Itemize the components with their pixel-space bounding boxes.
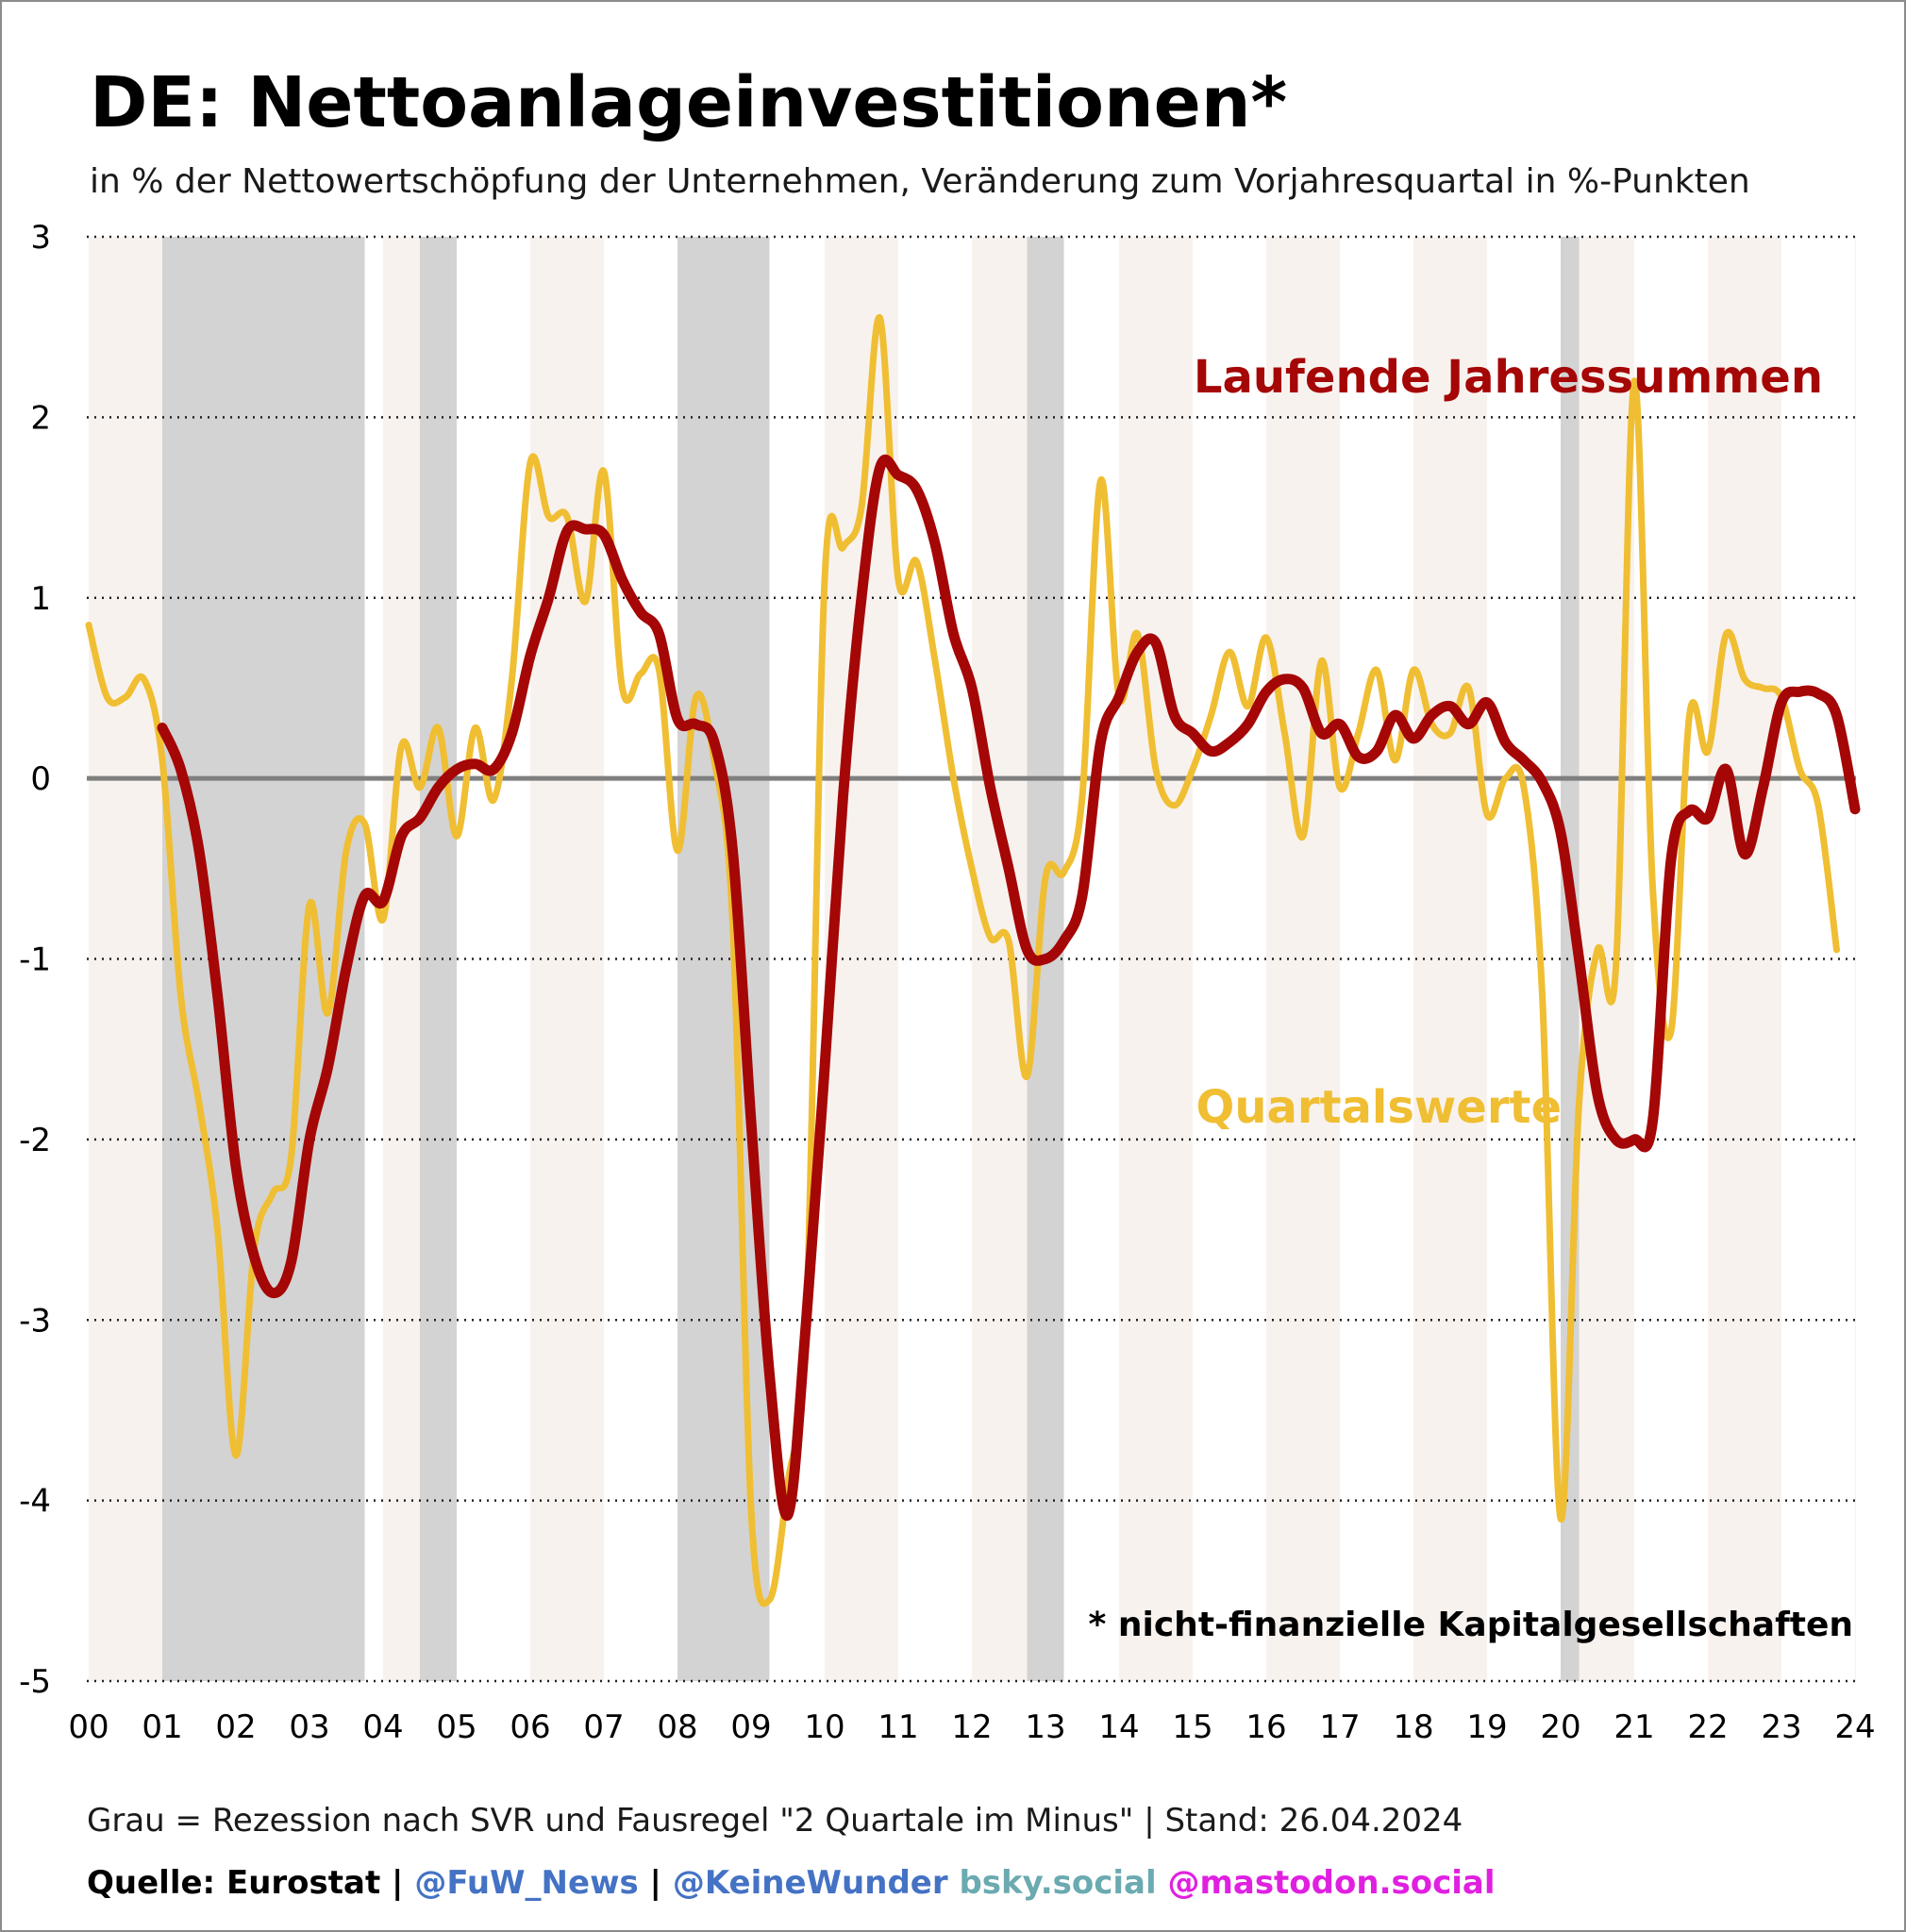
handle-keinewunder[interactable]: @KeineWunder xyxy=(672,1864,948,1902)
x-tick-label: 19 xyxy=(1466,1708,1507,1746)
source-prefix: Quelle: Eurostat | xyxy=(87,1864,415,1902)
y-tick-label: -2 xyxy=(19,1122,51,1159)
mastodon-social-link[interactable]: @mastodon.social xyxy=(1156,1864,1496,1902)
x-tick-label: 02 xyxy=(215,1708,256,1746)
x-tick-label: 06 xyxy=(510,1708,550,1746)
x-tick-label: 17 xyxy=(1319,1708,1360,1746)
series-lines xyxy=(85,314,1861,1607)
y-tick-label: 3 xyxy=(30,219,51,257)
x-tick-label: 22 xyxy=(1687,1708,1728,1746)
grid-lines xyxy=(87,235,1856,1683)
year-band xyxy=(1855,237,1856,1681)
x-tick-label: 15 xyxy=(1172,1708,1212,1746)
year-band xyxy=(1413,237,1487,1681)
x-tick-label: 18 xyxy=(1393,1708,1433,1746)
y-tick-label: 2 xyxy=(30,399,51,437)
y-tick-label: -4 xyxy=(19,1483,51,1521)
y-tick-label: 0 xyxy=(30,760,51,798)
x-tick-label: 10 xyxy=(804,1708,844,1746)
y-tick-label: -5 xyxy=(19,1663,51,1701)
recession-band xyxy=(162,237,365,1681)
y-axis-ticks: 3 2 1 0 -1 -2 -3 -4 -5 xyxy=(19,219,51,1701)
recession-band xyxy=(677,237,770,1681)
source-line: Quelle: Eurostat | @FuW_News | @KeineWun… xyxy=(87,1862,1496,1904)
year-band xyxy=(1708,237,1781,1681)
x-tick-label: 09 xyxy=(730,1708,771,1746)
x-tick-label: 07 xyxy=(583,1708,624,1746)
handle-fuw-news[interactable]: @FuW_News xyxy=(414,1864,639,1902)
x-tick-label: 14 xyxy=(1098,1708,1139,1746)
x-tick-label: 21 xyxy=(1613,1708,1654,1746)
series-line-quarterly xyxy=(85,314,1840,1607)
series-label-quarterly: Quartalswerte xyxy=(1196,1081,1562,1134)
source-separator: | xyxy=(638,1864,673,1902)
x-tick-label: 12 xyxy=(951,1708,992,1746)
x-tick-label: 04 xyxy=(362,1708,403,1746)
x-tick-label: 00 xyxy=(68,1708,109,1746)
x-tick-label: 24 xyxy=(1834,1708,1875,1746)
x-axis-ticks: 00 01 02 03 04 05 06 07 08 09 10 11 12 13 14 15 16 17 18 19… xyxy=(68,1708,1875,1746)
recession-note: Grau = Rezession nach SVR und Fausregel … xyxy=(87,1802,1463,1840)
series-label-annual: Laufende Jahressummen xyxy=(1194,351,1823,404)
x-tick-label: 01 xyxy=(142,1708,182,1746)
y-tick-label: 1 xyxy=(30,580,51,618)
recession-band xyxy=(420,237,457,1681)
x-tick-label: 16 xyxy=(1246,1708,1286,1746)
year-band xyxy=(1119,237,1193,1681)
x-tick-label: 05 xyxy=(436,1708,476,1746)
x-tick-label: 23 xyxy=(1761,1708,1801,1746)
series-line-annual xyxy=(157,454,1861,1521)
y-tick-label: -3 xyxy=(19,1302,51,1340)
recession-shading xyxy=(162,237,1580,1681)
chart-title: DE: Nettoanlageinvestitionen* xyxy=(90,62,1288,143)
x-tick-label: 11 xyxy=(878,1708,918,1746)
y-tick-label: -1 xyxy=(19,941,51,979)
x-tick-label: 13 xyxy=(1025,1708,1065,1746)
x-tick-label: 08 xyxy=(657,1708,697,1746)
x-tick-label: 20 xyxy=(1540,1708,1580,1746)
footnote-annotation: * nicht-finanzielle Kapitalgesellschafte… xyxy=(1089,1606,1853,1644)
bsky-social-link[interactable]: bsky.social xyxy=(947,1864,1157,1902)
x-tick-label: 03 xyxy=(289,1708,329,1746)
chart-subtitle: in % der Nettowertschöpfung der Unterneh… xyxy=(90,162,1750,201)
